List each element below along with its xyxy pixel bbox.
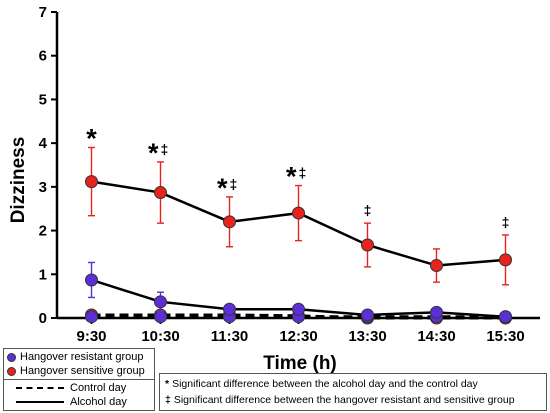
solid-line-icon [16,401,64,403]
sensitive-marker-icon [7,366,16,376]
data-point-0-5 [430,259,443,273]
note-text-1: Significant difference between the alcoh… [172,378,478,390]
chart-axes: 0 1 2 3 4 5 6 7 9:30 10:30 11:30 12:30 13:30 14:30 15:… [39,4,540,345]
legend-label-resistant: Hangover resistant group [20,351,144,363]
legend-item-sensitive: Hangover sensitive group [7,365,145,377]
note-alcohol-vs-control: * Significant difference between the alco… [165,378,478,390]
legend-item-control: Control day [16,382,126,394]
data-point-1-4 [361,308,374,322]
legend-label-alcohol: Alcohol day [70,396,127,408]
sig-dagger-4: ‡ [364,202,372,218]
y-tick-label-6: 6 [39,48,47,65]
legend-item-alcohol: Alcohol day [16,396,127,408]
double-dagger-symbol: ‡ [165,394,171,406]
data-point-1-1 [154,295,167,309]
data-point-3-1 [154,310,167,324]
y-tick-label-5: 5 [39,91,47,108]
significance-notes: * Significant difference between the alco… [159,373,547,411]
note-resistant-vs-sensitive: ‡ Significant difference between the hang… [165,394,515,406]
x-tick-label-1: 10:30 [141,328,179,345]
resistant-marker-icon [7,352,16,362]
sig-dagger-1: ‡ [161,141,169,157]
sig-dagger-5: ‡ [502,214,510,230]
sig-dagger-2: ‡ [230,176,238,192]
sig-asterisk-2: * [217,173,228,203]
x-tick-label-3: 12:30 [279,328,317,345]
data-point-1-5 [430,305,443,319]
data-point-0-2 [223,215,236,229]
data-point-0-4 [361,238,374,252]
data-point-0-0 [85,175,98,189]
legend-conditions: Control day Alcohol day [3,379,155,411]
chart-annotations: * * ‡* ‡ * ‡‡‡ [86,124,509,230]
series-0 [85,146,512,286]
data-point-1-2 [223,302,236,316]
chart-series [85,146,512,325]
sig-asterisk-0: * [86,124,97,154]
data-point-1-6 [499,310,512,324]
x-tick-label-2: 11:30 [211,328,249,345]
legend-item-resistant: Hangover resistant group [7,351,144,363]
legend-label-control: Control day [70,382,127,394]
y-axis-title: Dizziness [8,137,29,224]
asterisk-symbol: * [165,378,170,390]
y-tick-label-0: 0 [39,310,47,327]
x-tick-label-5: 14:30 [417,328,455,345]
x-tick-label-0: 9:30 [76,328,106,345]
y-tick-label-7: 7 [39,4,47,21]
data-point-1-3 [292,302,305,316]
x-axis-title: Time (h) [263,353,337,374]
y-tick-label-1: 1 [39,266,47,283]
legend-label-sensitive: Hangover sensitive group [20,365,145,377]
series-1 [85,261,512,324]
legend-groups: Hangover resistant group Hangover sensit… [3,348,155,380]
x-tick-label-6: 15:30 [486,328,524,345]
data-point-1-0 [85,273,98,287]
y-tick-label-3: 3 [39,179,47,196]
data-point-0-3 [292,206,305,220]
data-point-0-1 [154,186,167,200]
sig-dagger-3: ‡ [299,165,307,181]
dashed-line-icon [16,387,64,389]
data-point-0-6 [499,253,512,267]
sig-asterisk-3: * [286,162,297,192]
y-tick-label-2: 2 [39,223,47,240]
x-tick-label-4: 13:30 [348,328,386,345]
data-point-3-0 [85,310,98,324]
sig-asterisk-1: * [148,138,159,168]
y-tick-label-4: 4 [39,135,48,152]
note-text-2: Significant difference between the hango… [173,394,515,406]
